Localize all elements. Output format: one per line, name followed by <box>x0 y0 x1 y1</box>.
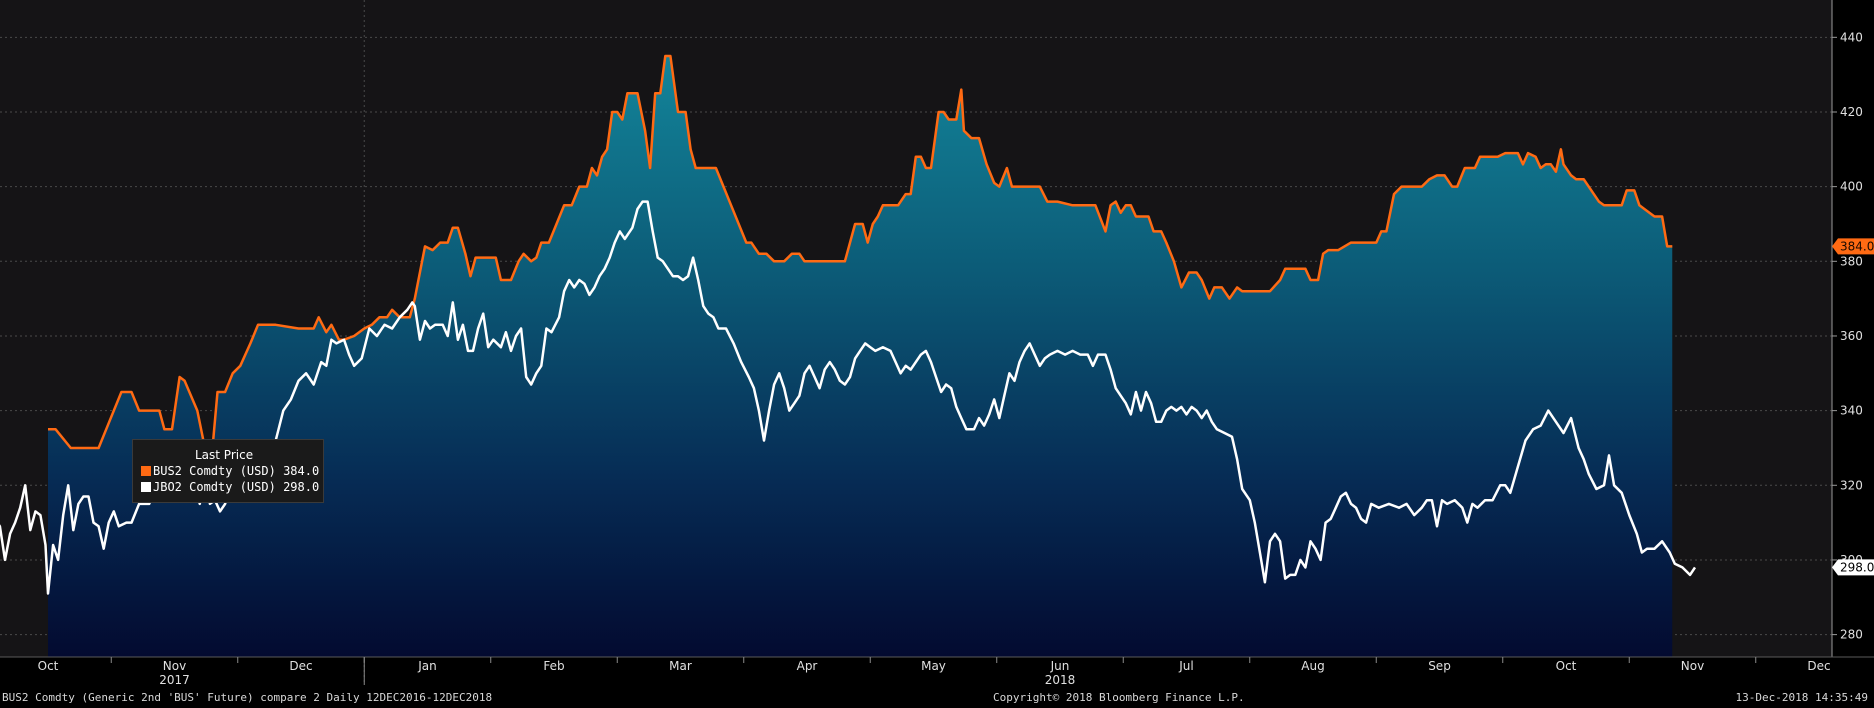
legend-label: BUS2 Comdty (USD) <box>153 464 276 478</box>
year-label: 2017 <box>159 673 190 687</box>
y-tick-label: 400 <box>1840 180 1863 194</box>
legend-label: JBO2 Comdty (USD) <box>153 480 276 494</box>
last-price-label: 298.0 <box>1840 560 1874 574</box>
x-tick-label: Jul <box>1178 659 1193 673</box>
series-line-bus2 <box>48 54 1673 450</box>
x-tick-label: Nov <box>1681 659 1704 673</box>
price-chart: 280300320340360380400420440 OctNovDecJan… <box>0 0 1874 689</box>
x-tick-label: Nov <box>163 659 186 673</box>
x-tick-label: Oct <box>38 659 59 673</box>
last-price-labels: 384.0 298.0 <box>1832 238 1874 576</box>
y-tick-label: 360 <box>1840 329 1863 343</box>
y-tick-label: 320 <box>1840 478 1863 492</box>
last-price-flag <box>1832 559 1874 576</box>
right-axis-background <box>1832 0 1874 689</box>
legend-swatch-white <box>141 482 151 492</box>
legend-swatch-orange <box>141 466 151 476</box>
legend: Last Price BUS2 Comdty (USD) 384.0 JBO2 … <box>132 439 324 503</box>
x-tick-label: Aug <box>1301 659 1324 673</box>
footer-timestamp: 13-Dec-2018 14:35:49 <box>1735 691 1868 704</box>
x-tick-label: Jun <box>1050 659 1070 673</box>
area-fill <box>48 55 1673 657</box>
x-tick-label: Dec <box>1807 659 1830 673</box>
x-tick-label: Sep <box>1428 659 1451 673</box>
footer-copyright: Copyright© 2018 Bloomberg Finance L.P. <box>993 691 1245 704</box>
y-axis-ticks: 280300320340360380400420440 <box>1832 30 1863 642</box>
x-tick-label: Mar <box>669 659 692 673</box>
x-axis-ticks: Oct Nov Dec Jan Feb Mar Apr May Jun Jul Aug Sep Oct N… <box>38 657 1831 687</box>
status-bar: BUS2 Comdty (Generic 2nd 'BUS' Future) c… <box>0 689 1874 708</box>
x-tick-label: Oct <box>1556 659 1577 673</box>
footer-description: BUS2 Comdty (Generic 2nd 'BUS' Future) c… <box>2 691 493 704</box>
y-tick-label: 280 <box>1840 628 1863 642</box>
last-price-label: 384.0 <box>1840 239 1874 253</box>
y-tick-label: 420 <box>1840 105 1863 119</box>
series-area-bus2 <box>48 55 1673 657</box>
legend-entry-bus2: BUS2 Comdty (USD) 384.0 <box>141 464 319 478</box>
x-tick-label: Apr <box>797 659 818 673</box>
x-tick-label: Dec <box>289 659 312 673</box>
legend-title: Last Price <box>195 448 254 462</box>
legend-entry-jbo2: JBO2 Comdty (USD) 298.0 <box>141 480 319 494</box>
x-tick-label: Jan <box>417 659 437 673</box>
x-tick-label: May <box>921 659 946 673</box>
y-tick-label: 440 <box>1840 30 1863 44</box>
y-tick-label: 380 <box>1840 254 1863 268</box>
legend-value: 298.0 <box>283 480 320 494</box>
year-label: 2018 <box>1045 673 1076 687</box>
x-tick-label: Feb <box>543 659 564 673</box>
last-price-flag <box>1832 238 1874 255</box>
legend-value: 384.0 <box>283 464 320 478</box>
y-tick-label: 340 <box>1840 404 1863 418</box>
